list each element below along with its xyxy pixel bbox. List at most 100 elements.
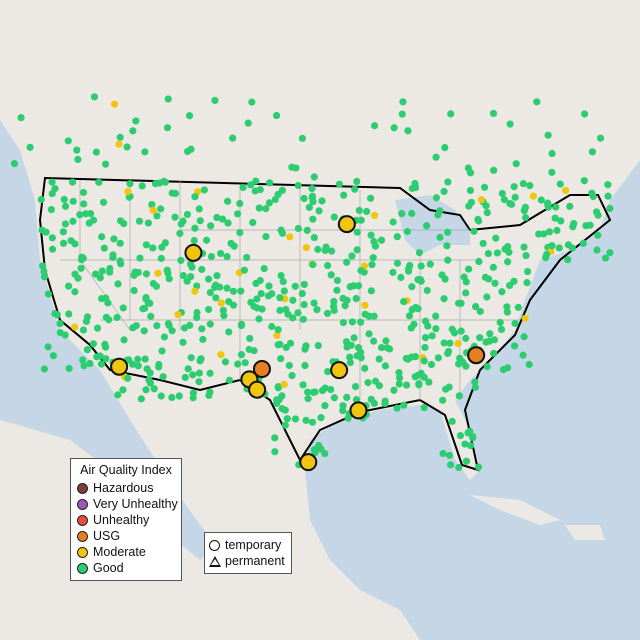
monitor-dot (44, 290, 53, 298)
monitor-dot (56, 329, 64, 337)
monitor-dot (604, 181, 612, 189)
monitor-dot (146, 299, 154, 307)
monitor-dot (462, 278, 470, 286)
monitor-dot (110, 100, 119, 108)
monitor-dot (300, 300, 308, 309)
monitor-dot (361, 301, 369, 309)
monitor-dot (191, 287, 199, 295)
site-marker[interactable] (184, 243, 203, 262)
monitor-dot (102, 294, 110, 302)
monitor-dot (506, 120, 514, 128)
legend-item: Good (77, 560, 175, 576)
monitor-dot (176, 229, 184, 238)
site-marker[interactable] (330, 361, 349, 380)
monitor-dot (434, 354, 442, 362)
monitor-dot (328, 247, 336, 255)
monitor-dot (414, 276, 422, 284)
site-marker[interactable] (349, 401, 368, 420)
monitor-dot (205, 305, 213, 314)
monitor-dot (357, 266, 365, 275)
monitor-dot (149, 244, 157, 252)
monitor-dot (298, 134, 307, 142)
monitor-dot (375, 382, 383, 390)
site-marker[interactable] (110, 357, 129, 376)
monitor-dot (76, 211, 84, 219)
monitor-dot (407, 324, 415, 332)
monitor-dot (83, 313, 92, 321)
monitor-dot (304, 388, 312, 396)
monitor-dot (142, 241, 150, 249)
monitor-dot (65, 282, 73, 290)
monitor-dot (294, 224, 302, 233)
monitor-dot (526, 181, 534, 190)
monitor-dot (357, 354, 365, 362)
shape-legend: temporary permanent (204, 532, 292, 574)
monitor-dot (171, 213, 179, 221)
monitor-dot (252, 177, 260, 185)
monitor-dot (311, 388, 319, 396)
monitor-dot (239, 183, 247, 192)
monitor-dot (476, 334, 484, 342)
monitor-dot (298, 289, 306, 298)
site-marker[interactable] (337, 215, 356, 234)
monitor-dot (493, 249, 502, 257)
monitor-dot (353, 246, 361, 254)
monitor-dot (466, 186, 475, 195)
monitor-dot (258, 305, 266, 313)
monitor-dot (83, 346, 91, 354)
monitor-dot (555, 244, 563, 252)
monitor-dot (309, 261, 317, 269)
monitor-dot (195, 205, 203, 213)
monitor-dot (411, 183, 420, 192)
monitor-dot (299, 315, 307, 323)
triangle-icon (209, 555, 221, 567)
monitor-dot (477, 196, 486, 204)
monitor-dot (141, 148, 149, 156)
monitor-dot (101, 160, 110, 168)
circle-icon (209, 539, 220, 551)
site-marker[interactable] (248, 380, 267, 399)
monitor-dot (160, 333, 169, 341)
monitor-dot (193, 308, 201, 317)
monitor-dot (310, 233, 318, 242)
monitor-dot (482, 202, 490, 210)
monitor-dot (146, 379, 155, 387)
monitor-dot (604, 192, 612, 200)
monitor-dot (510, 183, 518, 191)
monitor-dot (40, 365, 49, 373)
monitor-dot (221, 358, 230, 366)
monitor-dot (339, 318, 347, 327)
site-marker[interactable] (252, 360, 271, 378)
legend-label: Moderate (93, 545, 146, 559)
monitor-dot (230, 242, 238, 250)
monitor-dot (441, 143, 449, 152)
monitor-dot (189, 371, 197, 379)
monitor-dot (243, 253, 251, 262)
monitor-dot (596, 134, 605, 142)
monitor-dot (299, 381, 307, 389)
monitor-dot (506, 281, 514, 290)
monitor-dot (116, 239, 124, 247)
monitor-dot (444, 347, 453, 356)
monitor-dot (553, 226, 561, 235)
monitor-dot (275, 396, 283, 404)
monitor-dot (138, 182, 146, 190)
monitor-dot (120, 219, 128, 228)
monitor-dot (355, 206, 363, 215)
monitor-dot (237, 287, 245, 295)
monitor-dot (446, 339, 454, 347)
monitor-dot (130, 286, 138, 295)
monitor-dot (119, 386, 127, 394)
monitor-dot (427, 360, 436, 369)
monitor-dot (187, 273, 195, 281)
legend-label: Hazardous (93, 481, 154, 495)
monitor-dot (110, 235, 118, 243)
site-marker[interactable] (467, 346, 486, 365)
monitor-dot (165, 275, 173, 283)
monitor-dot (225, 376, 234, 384)
monitor-dot (148, 200, 156, 209)
monitor-dot (400, 298, 408, 306)
site-marker[interactable] (299, 453, 318, 472)
legend-swatch-icon (77, 482, 88, 494)
monitor-dot (423, 222, 431, 230)
